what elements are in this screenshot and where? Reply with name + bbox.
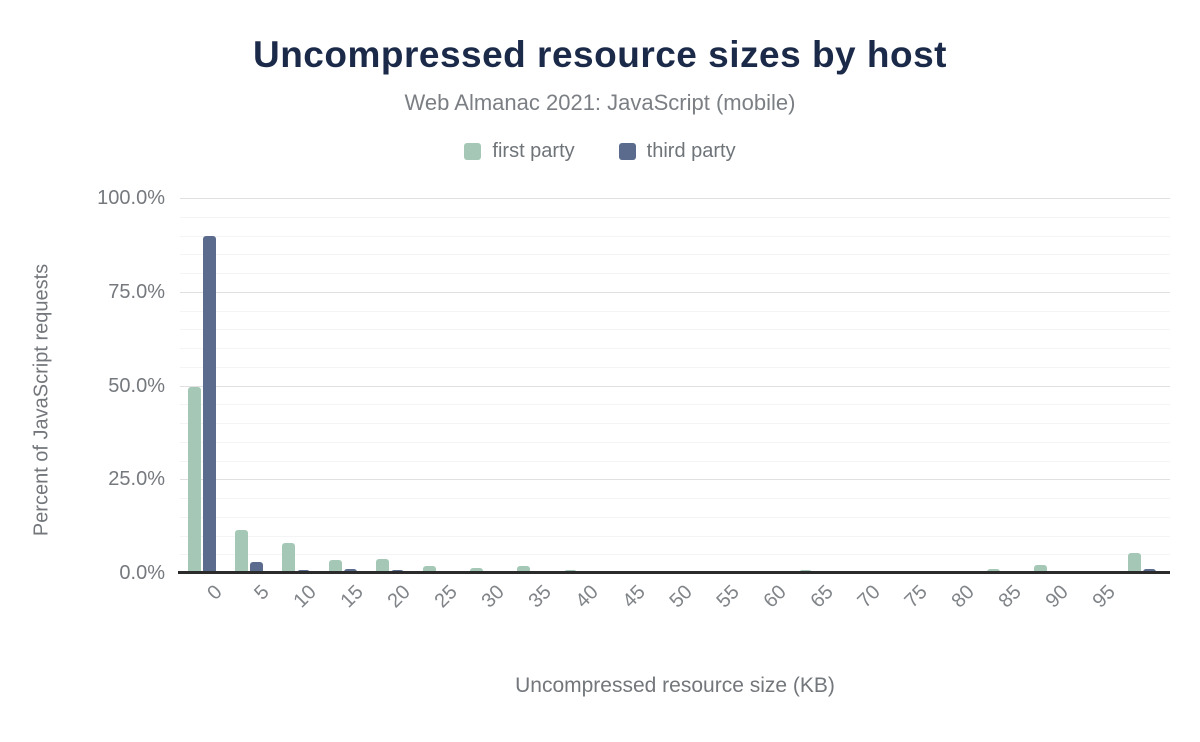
bar-first-party-35[interactable] xyxy=(517,566,530,573)
gridline-20 xyxy=(180,498,1170,499)
gridline-10 xyxy=(180,535,1170,537)
bar-first-party-85[interactable] xyxy=(987,568,1000,573)
bar-third-party-0[interactable] xyxy=(203,235,216,573)
legend-label-first-party: first party xyxy=(492,140,575,162)
gridline-95 xyxy=(180,216,1170,218)
gridline-75 xyxy=(180,291,1170,293)
bar-first-party-10[interactable] xyxy=(282,543,295,573)
y-tick-label-100.0%: 100.0% xyxy=(97,187,165,209)
y-tick-label-50.0%: 50.0% xyxy=(108,374,165,397)
gridline-35 xyxy=(180,441,1170,443)
gridline-45 xyxy=(180,404,1170,406)
chart-title: Uncompressed resource sizes by host xyxy=(252,34,948,75)
x-axis-line xyxy=(178,571,1170,574)
gridline-70 xyxy=(180,310,1170,312)
gridline-30 xyxy=(180,460,1170,462)
legend-label-third-party: third party xyxy=(646,140,736,162)
gridline-25 xyxy=(180,479,1170,481)
gridline-100 xyxy=(180,198,1170,199)
y-tick-label-25.0%: 25.0% xyxy=(108,468,165,491)
bar-first-party-90[interactable] xyxy=(1034,565,1047,573)
gridline-50 xyxy=(180,385,1170,387)
bar-first-party-20[interactable] xyxy=(376,559,389,573)
chart-subtitle: Web Almanac 2021: JavaScript (mobile) xyxy=(404,90,796,115)
legend-swatch-first-party xyxy=(464,143,482,160)
plot-area xyxy=(178,198,1170,574)
bar-first-party-5[interactable] xyxy=(235,529,248,573)
gridline-90 xyxy=(180,235,1170,237)
legend: first party third party xyxy=(0,140,1200,163)
y-axis-title: Percent of JavaScript requests xyxy=(30,263,53,537)
bar-first-party-30[interactable] xyxy=(470,568,483,573)
gridline-15 xyxy=(180,516,1170,518)
gridline-80 xyxy=(180,273,1170,274)
bar-first-party-last[interactable] xyxy=(1128,553,1141,573)
bar-first-party-0[interactable] xyxy=(188,387,201,573)
bar-third-party-5[interactable] xyxy=(250,561,263,573)
gridline-40 xyxy=(180,423,1170,424)
gridline-55 xyxy=(180,366,1170,368)
y-tick-label-75.0%: 75.0% xyxy=(108,280,165,303)
legend-item-first-party[interactable]: first party xyxy=(464,140,575,163)
y-tick-label-0.0%: 0.0% xyxy=(119,562,165,584)
bar-first-party-25[interactable] xyxy=(423,565,436,573)
gridline-5 xyxy=(180,554,1170,556)
gridline-60 xyxy=(180,348,1170,349)
bar-first-party-15[interactable] xyxy=(329,559,342,573)
legend-swatch-third-party xyxy=(618,143,636,160)
x-axis-title: Uncompressed resource size (KB) xyxy=(515,674,835,697)
legend-item-third-party[interactable]: third party xyxy=(618,140,736,163)
gridline-65 xyxy=(180,329,1170,331)
gridline-85 xyxy=(180,254,1170,256)
